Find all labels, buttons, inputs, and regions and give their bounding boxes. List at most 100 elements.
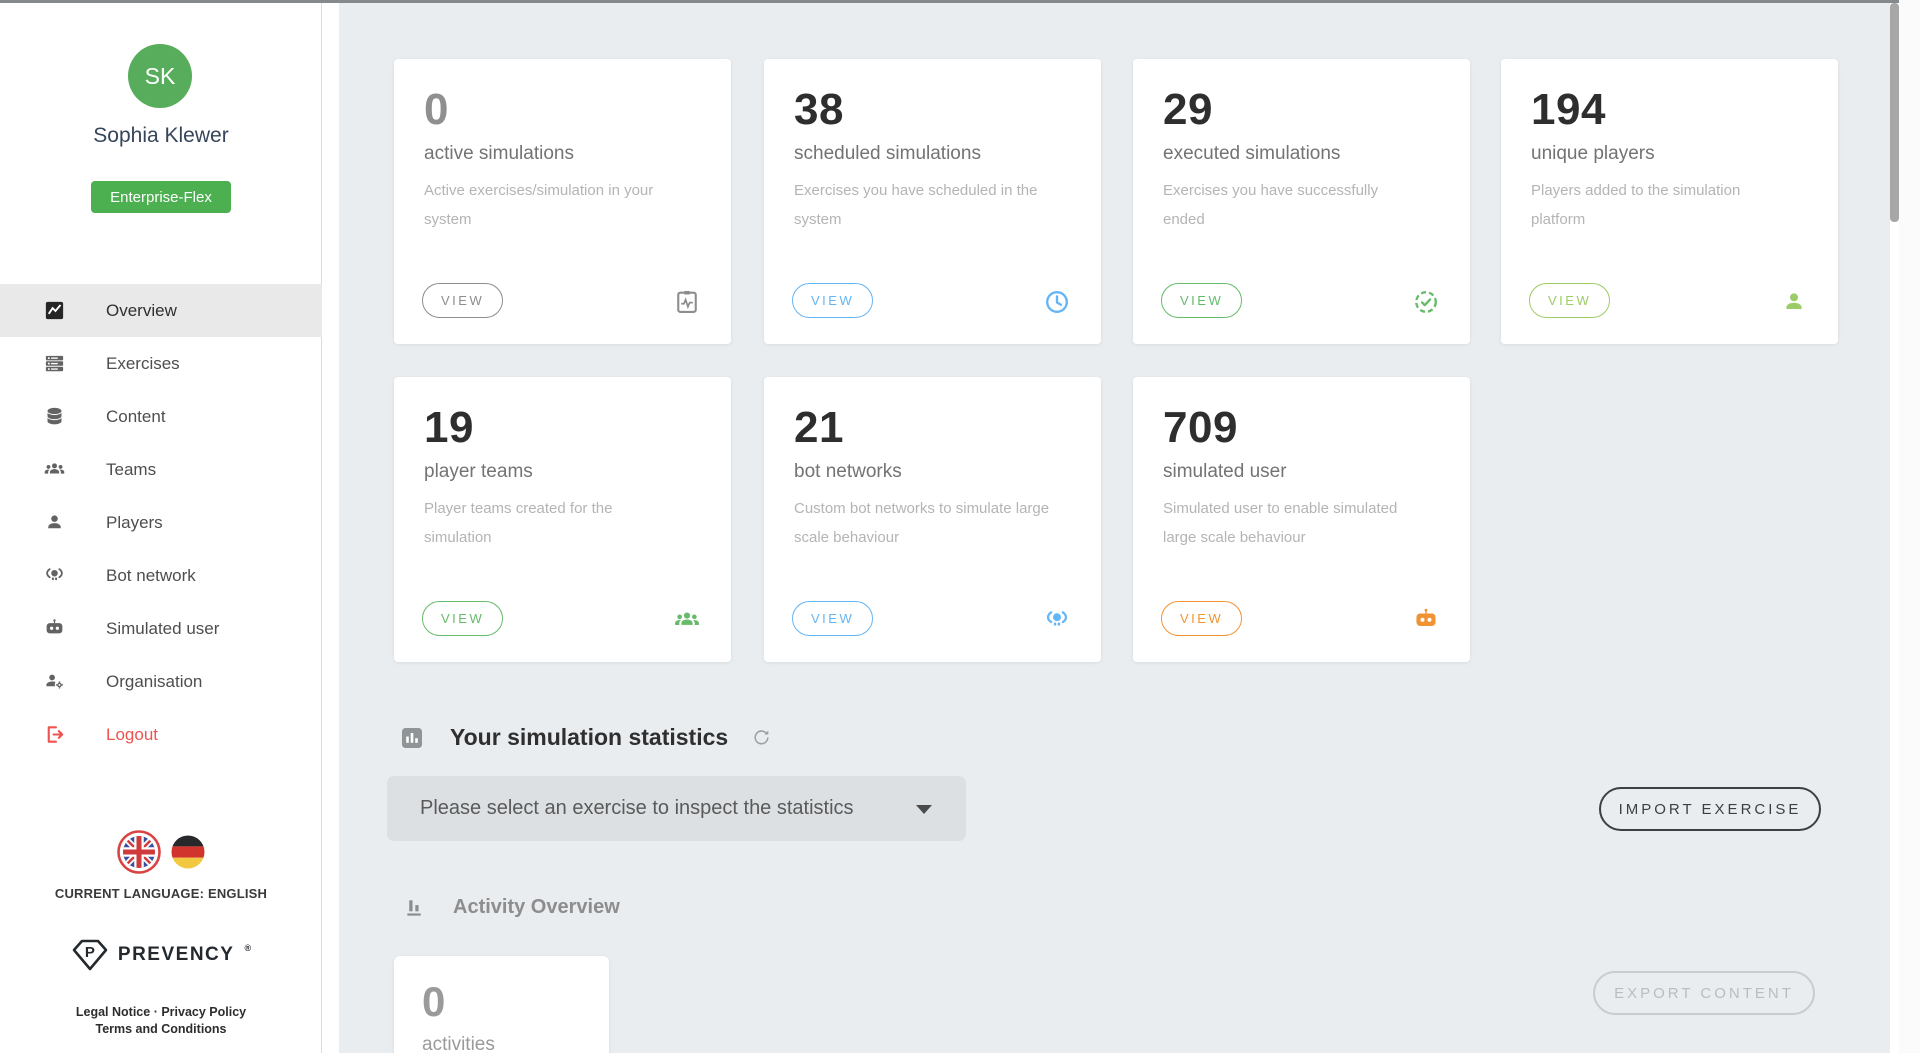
robot-icon bbox=[1412, 606, 1440, 634]
legal-links: Legal Notice · Privacy Policy Terms and … bbox=[0, 1004, 322, 1038]
stat-card-scheduled-simulations: 38 scheduled simulations Exercises you h… bbox=[764, 59, 1101, 344]
window-top-edge bbox=[0, 0, 1899, 3]
view-button[interactable]: VIEW bbox=[1529, 283, 1611, 318]
logout-icon bbox=[43, 723, 66, 746]
uk-flag-icon[interactable] bbox=[117, 830, 161, 879]
stat-value: 19 bbox=[424, 403, 474, 452]
stat-label: active simulations bbox=[424, 143, 574, 164]
activity-value: 0 bbox=[422, 978, 446, 1025]
stat-label: unique players bbox=[1531, 143, 1655, 164]
person-gear-icon bbox=[43, 670, 66, 693]
chart-icon bbox=[43, 299, 66, 322]
stat-description: Custom bot networks to simulate large sc… bbox=[794, 500, 1050, 546]
activity-overview-header: Activity Overview bbox=[404, 896, 620, 919]
sidebar-item-players[interactable]: Players bbox=[0, 496, 322, 549]
stat-value: 29 bbox=[1163, 85, 1213, 134]
view-button[interactable]: VIEW bbox=[792, 283, 874, 318]
import-exercise-button[interactable]: IMPORT EXERCISE bbox=[1599, 787, 1821, 831]
exercise-select-dropdown[interactable]: Please select an exercise to inspect the… bbox=[387, 776, 966, 841]
stat-label: player teams bbox=[424, 461, 533, 482]
stat-description: Simulated user to enable simulated large… bbox=[1163, 500, 1398, 546]
prevency-diamond-icon: P bbox=[71, 938, 109, 972]
stat-label: executed simulations bbox=[1163, 143, 1341, 164]
column-chart-icon bbox=[404, 896, 427, 919]
user-name: Sophia Klewer bbox=[93, 124, 229, 147]
stat-card-unique-players: 194 unique players Players added to the … bbox=[1501, 59, 1838, 344]
sidebar-item-overview[interactable]: Overview bbox=[0, 284, 322, 337]
stat-card-bot-networks: 21 bot networks Custom bot networks to s… bbox=[764, 377, 1101, 662]
view-button[interactable]: VIEW bbox=[422, 601, 504, 636]
stat-card-simulated-user: 709 simulated user Simulated user to ena… bbox=[1133, 377, 1470, 662]
stat-value: 709 bbox=[1163, 403, 1238, 452]
activity-stat-card: 0 activities bbox=[394, 956, 609, 1053]
sidebar-item-label: Teams bbox=[106, 459, 157, 479]
chevron-down-icon bbox=[916, 805, 932, 814]
sidebar-item-exercises[interactable]: Exercises bbox=[0, 337, 322, 390]
current-language-label: CURRENT LANGUAGE: ENGLISH bbox=[54, 886, 268, 901]
stat-description: Exercises you have successfully ended bbox=[1163, 182, 1379, 228]
view-button[interactable]: VIEW bbox=[1161, 601, 1243, 636]
terms-link[interactable]: Terms and Conditions bbox=[95, 1022, 227, 1036]
sidebar-menu: Overview Exercises Content Teams bbox=[0, 284, 322, 761]
brand-logo: P PREVENCY ® bbox=[0, 938, 322, 972]
groups-icon bbox=[43, 458, 66, 481]
person-icon bbox=[1780, 288, 1808, 316]
sidebar-item-label: Simulated user bbox=[106, 618, 220, 638]
scrollbar-thumb[interactable] bbox=[1890, 3, 1899, 222]
database-icon bbox=[43, 405, 66, 428]
sidebar-item-label: Bot network bbox=[106, 565, 196, 585]
sidebar-item-organisation[interactable]: Organisation bbox=[0, 655, 322, 708]
stat-value: 194 bbox=[1531, 85, 1606, 134]
stat-card-player-teams: 19 player teams Player teams created for… bbox=[394, 377, 731, 662]
clipboard-pulse-icon bbox=[673, 288, 701, 316]
sidebar-item-label: Exercises bbox=[106, 353, 180, 373]
sidebar-item-label: Logout bbox=[106, 724, 158, 744]
registered-mark: ® bbox=[244, 943, 252, 953]
stat-label: scheduled simulations bbox=[794, 143, 981, 164]
logo-letter: P bbox=[84, 944, 95, 961]
simulation-statistics-header: Your simulation statistics bbox=[400, 724, 771, 751]
sidebar-item-teams[interactable]: Teams bbox=[0, 443, 322, 496]
sidebar: SK Sophia Klewer Enterprise-Flex Overvie… bbox=[0, 0, 322, 1053]
germany-flag-icon[interactable] bbox=[171, 835, 205, 874]
language-switcher bbox=[0, 830, 322, 879]
legal-notice-link[interactable]: Legal Notice bbox=[75, 1005, 151, 1019]
view-button[interactable]: VIEW bbox=[792, 601, 874, 636]
section-title: Your simulation statistics bbox=[450, 724, 729, 750]
sidebar-item-content[interactable]: Content bbox=[0, 390, 322, 443]
bot-network-icon bbox=[1043, 606, 1071, 634]
view-button[interactable]: VIEW bbox=[422, 283, 504, 318]
stat-description: Players added to the simulation platform bbox=[1531, 182, 1741, 228]
avatar[interactable]: SK bbox=[128, 44, 192, 108]
bot-network-icon bbox=[43, 564, 66, 587]
export-content-button[interactable]: EXPORT CONTENT bbox=[1593, 971, 1815, 1015]
clock-icon bbox=[1043, 288, 1071, 316]
stat-value: 0 bbox=[424, 85, 449, 134]
person-icon bbox=[43, 511, 66, 534]
dropdown-placeholder: Please select an exercise to inspect the… bbox=[420, 797, 854, 819]
privacy-policy-link[interactable]: Privacy Policy bbox=[161, 1005, 247, 1019]
bar-chart-icon bbox=[400, 726, 424, 750]
sidebar-item-bot-network[interactable]: Bot network bbox=[0, 549, 322, 602]
stat-value: 21 bbox=[794, 403, 844, 452]
sidebar-item-label: Organisation bbox=[106, 671, 203, 691]
legal-separator: · bbox=[153, 1005, 158, 1019]
view-button[interactable]: VIEW bbox=[1161, 283, 1243, 318]
stat-card-executed-simulations: 29 executed simulations Exercises you ha… bbox=[1133, 59, 1470, 344]
sidebar-item-simulated-user[interactable]: Simulated user bbox=[0, 602, 322, 655]
stat-description: Exercises you have scheduled in the syst… bbox=[794, 182, 1038, 228]
plan-badge[interactable]: Enterprise-Flex bbox=[91, 181, 231, 213]
stat-label: simulated user bbox=[1163, 461, 1287, 482]
refresh-icon[interactable] bbox=[752, 728, 771, 747]
storage-rows-icon bbox=[43, 352, 66, 375]
sidebar-item-label: Content bbox=[106, 406, 166, 426]
robot-icon bbox=[43, 617, 66, 640]
sidebar-item-logout[interactable]: Logout bbox=[0, 708, 322, 761]
brand-name: PREVENCY bbox=[117, 944, 235, 965]
activity-label: activities bbox=[422, 1034, 495, 1053]
groups-icon bbox=[673, 606, 701, 634]
scrollbar-track[interactable] bbox=[1899, 0, 1920, 1053]
sidebar-item-label: Players bbox=[106, 512, 163, 532]
stat-value: 38 bbox=[794, 85, 844, 134]
